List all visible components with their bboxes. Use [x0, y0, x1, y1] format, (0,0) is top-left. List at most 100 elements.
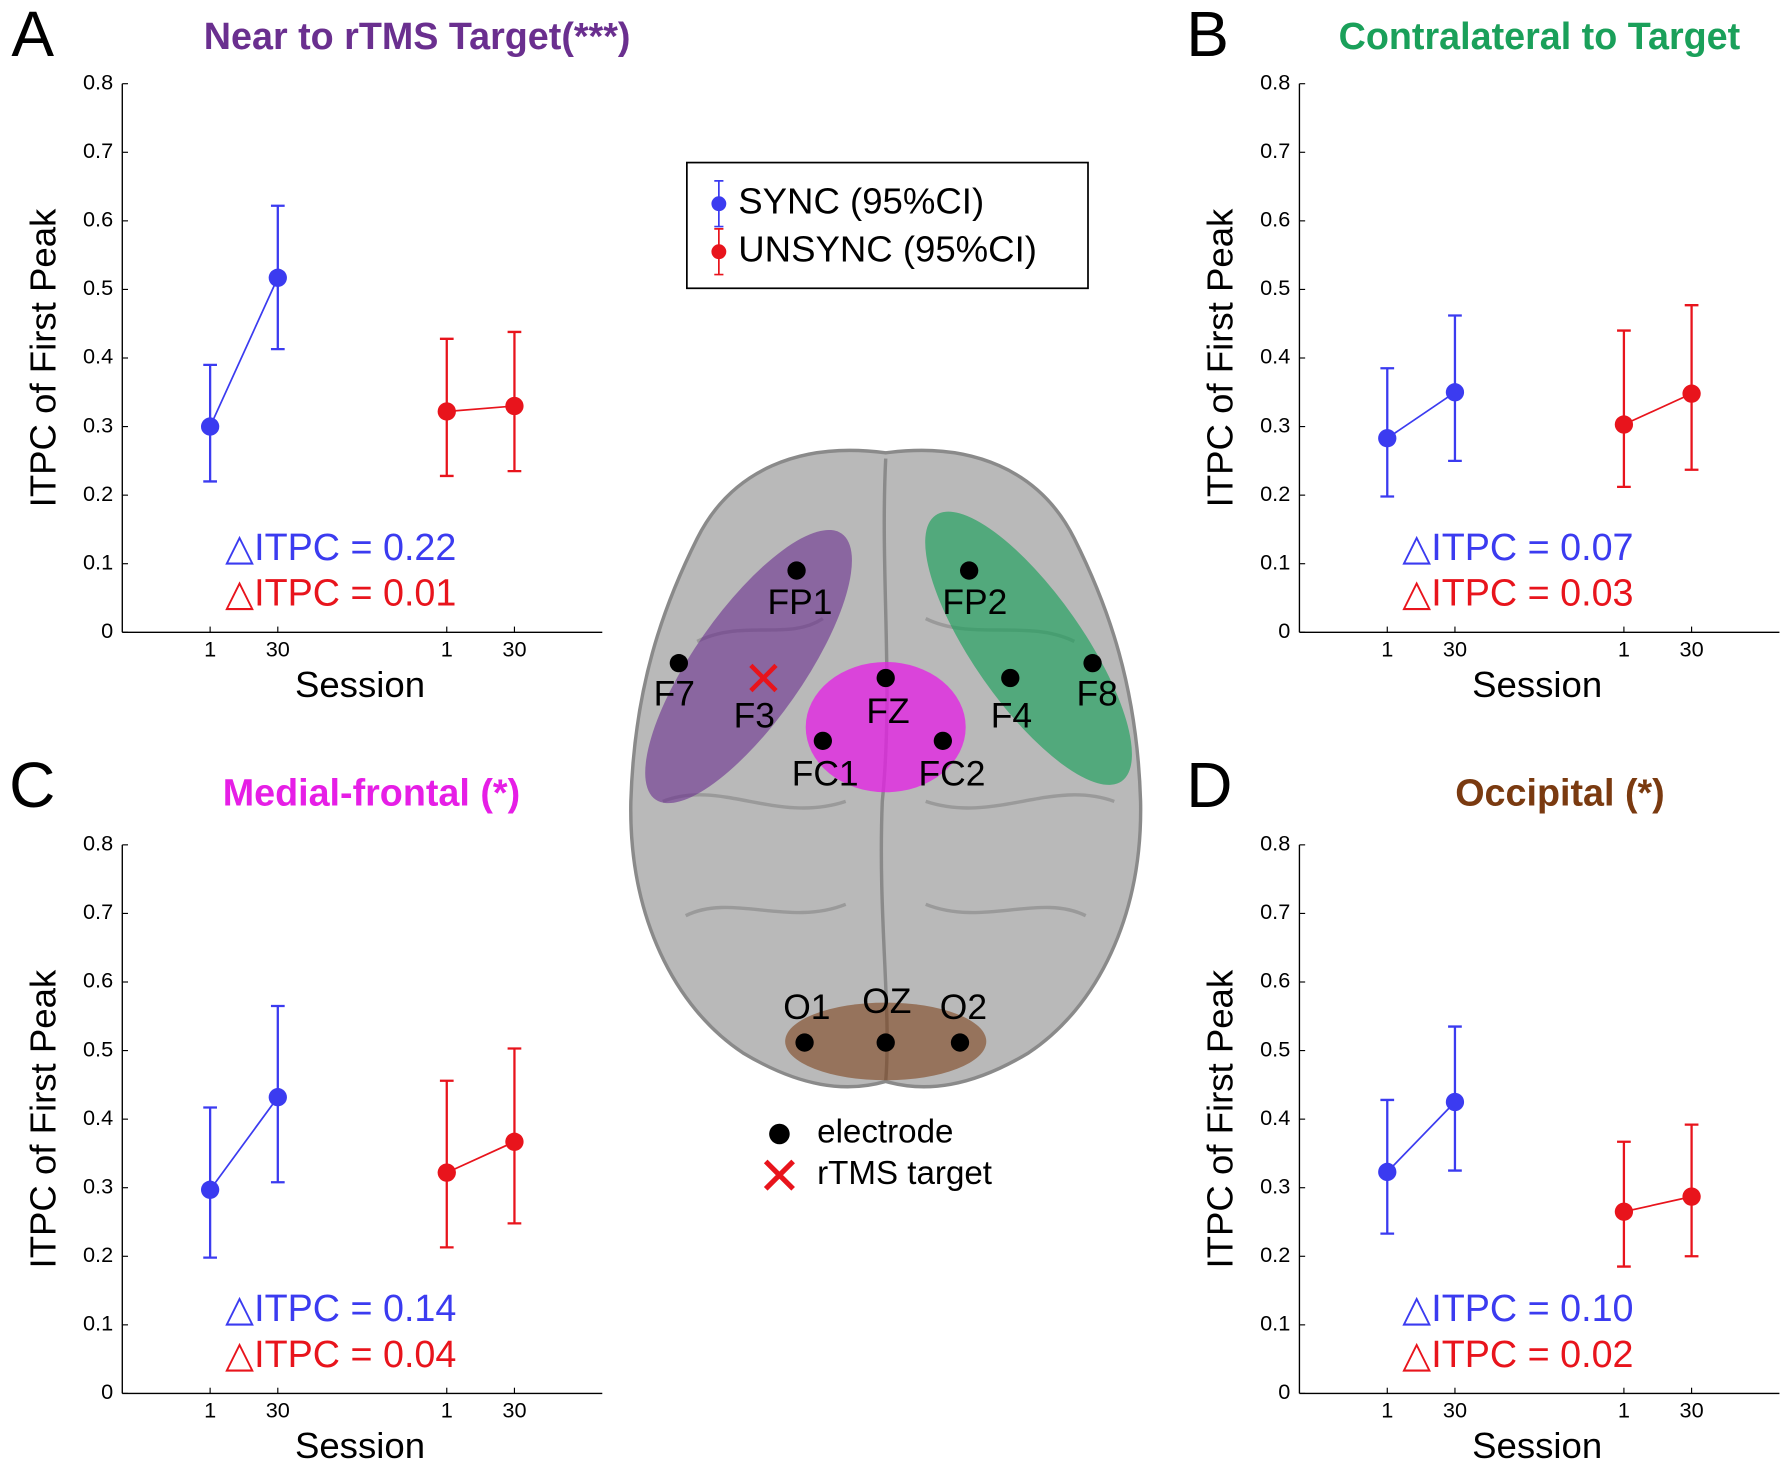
electrode-label: OZ	[862, 981, 911, 1021]
y-tick-label: 0.5	[1260, 275, 1290, 300]
annotation: △ITPC = 0.10	[1402, 1287, 1633, 1329]
y-tick-label: 0.1	[1260, 549, 1290, 574]
y-tick-label: 0.4	[83, 344, 113, 369]
point	[1378, 1162, 1397, 1182]
x-tick-label: 30	[1443, 636, 1467, 661]
electrode-label: F3	[734, 695, 775, 735]
x-tick-label: 1	[1381, 636, 1393, 661]
x-axis-label: Session	[1472, 664, 1602, 705]
y-tick-label: 0	[1278, 1379, 1290, 1404]
y-tick-label: 0	[101, 618, 113, 643]
brain	[629, 448, 1143, 1089]
legend-marker	[711, 244, 727, 260]
electrode-label: FP1	[768, 582, 833, 622]
point	[1614, 415, 1634, 434]
y-tick-label: 0.6	[1260, 207, 1290, 232]
x-tick-label: 1	[1618, 1397, 1630, 1422]
chart-title: Near to rTMS Target(***)	[204, 15, 631, 57]
x-tick-label: 1	[204, 1397, 216, 1422]
series-line	[446, 1140, 515, 1174]
electrode	[1001, 668, 1020, 688]
point	[1682, 1187, 1701, 1206]
annotation: △ITPC = 0.01	[225, 572, 456, 614]
series-line	[209, 277, 279, 427]
x-tick-label: 30	[502, 1397, 526, 1422]
legend-label: SYNC (95%CI)	[738, 180, 984, 221]
panel-letter: C	[9, 749, 55, 821]
region-medial	[805, 662, 966, 793]
electrode-label: O1	[783, 987, 830, 1027]
y-tick-label: 0.6	[1260, 968, 1290, 993]
x-tick-label: 30	[266, 1397, 290, 1422]
y-tick-label: 0.1	[83, 1311, 113, 1336]
electrode-label: FC2	[919, 754, 986, 794]
series-line	[1386, 391, 1456, 439]
point	[200, 1180, 220, 1199]
chart-title: Contralateral to Target	[1339, 15, 1741, 57]
y-axis-label: ITPC of First Peak	[22, 208, 63, 507]
y-axis-label: ITPC of First Peak	[1200, 208, 1241, 507]
panel-letter: A	[11, 0, 54, 70]
y-tick-label: 0.2	[1260, 1242, 1290, 1267]
x-tick-label: 30	[1443, 1397, 1467, 1422]
electrode	[960, 561, 979, 580]
key-target-label: rTMS target	[817, 1155, 992, 1192]
electrode-label: O2	[940, 987, 987, 1027]
series-line	[1623, 1195, 1692, 1213]
y-tick-label: 0.2	[83, 1242, 113, 1267]
series-line	[1386, 1101, 1456, 1173]
electrode-label: F7	[654, 674, 695, 714]
y-tick-label: 0.7	[1260, 138, 1290, 163]
chart-title: Medial-frontal (*)	[223, 772, 520, 814]
y-tick-label: 0.2	[83, 481, 113, 506]
point	[505, 1132, 524, 1151]
y-tick-label: 0.2	[1260, 481, 1290, 506]
y-tick-label: 0.3	[1260, 1173, 1290, 1198]
key-electrode-label: electrode	[817, 1114, 953, 1151]
x-tick-label: 30	[1680, 636, 1704, 661]
point	[1445, 1092, 1465, 1112]
y-tick-label: 0.6	[83, 968, 113, 993]
electrode-label: F4	[991, 695, 1032, 735]
x-axis-label: Session	[295, 1425, 425, 1466]
annotation: △ITPC = 0.02	[1402, 1333, 1633, 1375]
series-line	[209, 1096, 279, 1191]
electrode	[813, 731, 832, 750]
point	[268, 268, 287, 287]
y-tick-label: 0.8	[1260, 69, 1290, 94]
y-tick-label: 0.3	[1260, 412, 1290, 437]
y-tick-label: 0.8	[1260, 831, 1290, 856]
y-tick-label: 0.3	[83, 412, 113, 437]
legend-label: UNSYNC (95%CI)	[738, 228, 1037, 269]
point	[1445, 383, 1465, 402]
y-tick-label: 0.4	[1260, 344, 1290, 369]
electrode-label: F8	[1076, 674, 1117, 714]
rtms-target	[749, 663, 778, 693]
point	[437, 1163, 456, 1182]
y-tick-label: 0.6	[83, 207, 113, 232]
y-tick-label: 0.7	[1260, 899, 1290, 924]
chart-title: Occipital (*)	[1455, 772, 1665, 814]
x-tick-label: 1	[441, 636, 453, 661]
series-line	[1623, 392, 1692, 426]
y-tick-label: 0.5	[1260, 1036, 1290, 1061]
point	[1378, 429, 1397, 448]
x-axis-label: Session	[295, 664, 425, 705]
electrode	[876, 668, 895, 688]
key-electrode	[769, 1123, 790, 1145]
annotation: △ITPC = 0.22	[225, 526, 456, 568]
x-tick-label: 1	[441, 1397, 453, 1422]
panel-letter: B	[1186, 0, 1229, 70]
point	[200, 417, 220, 436]
legend-box	[685, 161, 1089, 290]
error-bar	[1617, 329, 1631, 489]
series-line	[446, 405, 515, 413]
y-tick-label: 0.4	[1260, 1105, 1290, 1130]
y-tick-label: 0.5	[83, 275, 113, 300]
electrode	[1083, 654, 1102, 673]
annotation: △ITPC = 0.03	[1402, 572, 1633, 614]
x-tick-label: 1	[1381, 1397, 1393, 1422]
electrode-label: FZ	[866, 691, 909, 731]
annotation: △ITPC = 0.04	[225, 1333, 456, 1375]
